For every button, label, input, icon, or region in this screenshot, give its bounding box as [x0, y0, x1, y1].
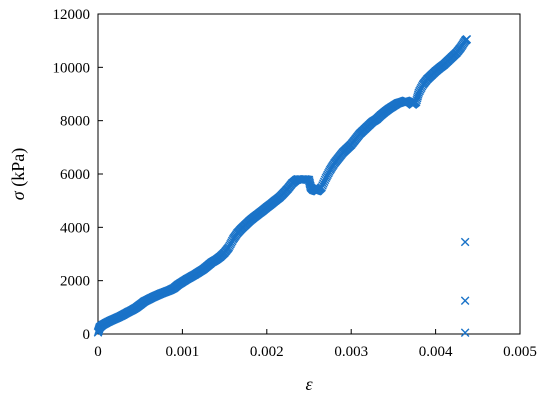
y-tick-label: 12000: [53, 7, 91, 23]
y-tick-label: 8000: [60, 114, 90, 130]
data-point: [462, 35, 472, 44]
data-point: [460, 296, 470, 305]
x-axis-ticks: 0 0.001 0.002 0.003 0.004 0.005: [94, 329, 537, 360]
x-tick-label: 0.002: [250, 344, 284, 360]
y-tick-label: 2000: [60, 274, 90, 290]
y-axis-unit: (kPa): [8, 148, 29, 192]
x-axis-label: ε: [305, 374, 313, 394]
data-point: [460, 237, 470, 247]
y-tick-label: 6000: [60, 167, 90, 183]
y-axis-symbol: σ: [8, 190, 28, 200]
x-tick-label: 0.003: [334, 344, 368, 360]
y-tick-label: 0: [83, 327, 91, 343]
data-points: [93, 35, 472, 337]
y-tick-label: 10000: [53, 60, 91, 76]
axes: [97, 13, 521, 335]
y-tick-label: 4000: [60, 220, 90, 236]
y-axis-ticks: 0 2000 4000 6000 8000 10000 12000: [53, 7, 103, 343]
x-tick-label: 0.004: [419, 344, 453, 360]
x-tick-label: 0.001: [166, 344, 200, 360]
x-tick-label: 0: [94, 344, 102, 360]
data-point: [460, 328, 470, 337]
y-axis-label: σ (kPa): [8, 148, 29, 200]
plot-frame: [97, 13, 521, 335]
x-tick-label: 0.005: [503, 344, 537, 360]
